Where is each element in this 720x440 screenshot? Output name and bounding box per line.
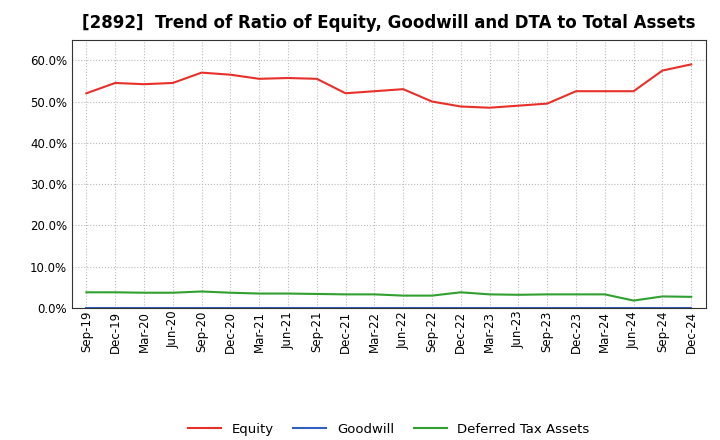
- Deferred Tax Assets: [255, 291, 264, 296]
- Deferred Tax Assets: [226, 290, 235, 295]
- Deferred Tax Assets: [600, 292, 609, 297]
- Equity: [600, 88, 609, 94]
- Legend: Equity, Goodwill, Deferred Tax Assets: Equity, Goodwill, Deferred Tax Assets: [183, 418, 595, 440]
- Equity: [226, 72, 235, 77]
- Goodwill: [428, 305, 436, 311]
- Deferred Tax Assets: [456, 290, 465, 295]
- Goodwill: [687, 305, 696, 311]
- Deferred Tax Assets: [399, 293, 408, 298]
- Goodwill: [341, 305, 350, 311]
- Deferred Tax Assets: [658, 294, 667, 299]
- Deferred Tax Assets: [370, 292, 379, 297]
- Deferred Tax Assets: [687, 294, 696, 300]
- Deferred Tax Assets: [111, 290, 120, 295]
- Deferred Tax Assets: [140, 290, 148, 295]
- Goodwill: [543, 305, 552, 311]
- Deferred Tax Assets: [168, 290, 177, 295]
- Equity: [370, 88, 379, 94]
- Deferred Tax Assets: [312, 291, 321, 297]
- Line: Equity: Equity: [86, 64, 691, 108]
- Goodwill: [658, 305, 667, 311]
- Equity: [197, 70, 206, 75]
- Deferred Tax Assets: [629, 298, 638, 303]
- Equity: [572, 88, 580, 94]
- Line: Deferred Tax Assets: Deferred Tax Assets: [86, 291, 691, 301]
- Equity: [111, 81, 120, 86]
- Deferred Tax Assets: [514, 292, 523, 297]
- Equity: [543, 101, 552, 106]
- Goodwill: [572, 305, 580, 311]
- Equity: [82, 91, 91, 96]
- Goodwill: [255, 305, 264, 311]
- Goodwill: [82, 305, 91, 311]
- Title: [2892]  Trend of Ratio of Equity, Goodwill and DTA to Total Assets: [2892] Trend of Ratio of Equity, Goodwil…: [82, 15, 696, 33]
- Deferred Tax Assets: [284, 291, 292, 296]
- Deferred Tax Assets: [543, 292, 552, 297]
- Equity: [428, 99, 436, 104]
- Deferred Tax Assets: [82, 290, 91, 295]
- Goodwill: [140, 305, 148, 311]
- Goodwill: [197, 305, 206, 311]
- Equity: [456, 104, 465, 109]
- Goodwill: [456, 305, 465, 311]
- Equity: [514, 103, 523, 108]
- Deferred Tax Assets: [485, 292, 494, 297]
- Goodwill: [514, 305, 523, 311]
- Equity: [341, 91, 350, 96]
- Equity: [312, 76, 321, 81]
- Goodwill: [111, 305, 120, 311]
- Goodwill: [370, 305, 379, 311]
- Equity: [168, 81, 177, 86]
- Goodwill: [629, 305, 638, 311]
- Deferred Tax Assets: [341, 292, 350, 297]
- Goodwill: [399, 305, 408, 311]
- Goodwill: [600, 305, 609, 311]
- Equity: [687, 62, 696, 67]
- Goodwill: [168, 305, 177, 311]
- Equity: [255, 76, 264, 81]
- Deferred Tax Assets: [572, 292, 580, 297]
- Goodwill: [284, 305, 292, 311]
- Goodwill: [485, 305, 494, 311]
- Goodwill: [312, 305, 321, 311]
- Equity: [399, 87, 408, 92]
- Deferred Tax Assets: [428, 293, 436, 298]
- Equity: [140, 81, 148, 87]
- Goodwill: [226, 305, 235, 311]
- Equity: [629, 88, 638, 94]
- Deferred Tax Assets: [197, 289, 206, 294]
- Equity: [658, 68, 667, 73]
- Equity: [485, 105, 494, 110]
- Equity: [284, 75, 292, 81]
